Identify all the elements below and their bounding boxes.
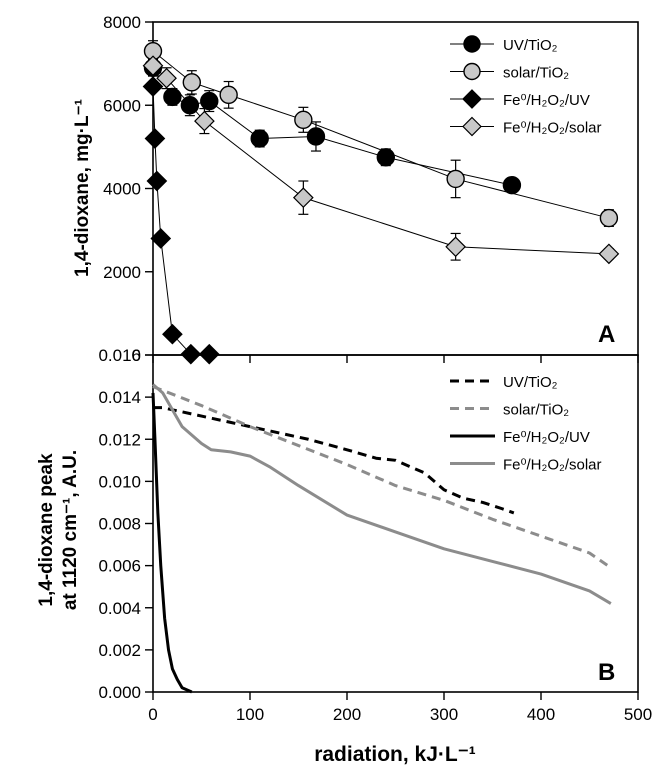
data-point-a-s0 [180, 96, 200, 115]
y-tick-label: 0.014 [98, 388, 141, 407]
y-tick-label: 6000 [103, 96, 141, 115]
y-tick-label: 0.008 [98, 515, 141, 534]
legend-b-label: Fe⁰/H₂O₂/UV [503, 429, 590, 446]
data-point-a-s3 [293, 187, 314, 209]
data-point-a-s2 [144, 128, 166, 149]
y-tick-label: 0.002 [98, 641, 141, 660]
legend-a-label: UV/TiO₂ [503, 37, 558, 54]
legend-a-marker [462, 89, 482, 109]
panel-b-ylabel-line1: 1,4-dioxane peak [36, 453, 57, 607]
panel-a-letter: A [598, 321, 615, 348]
y-tick-label: 0.010 [98, 472, 141, 491]
data-point-a-s1 [182, 73, 202, 92]
legend-a-label: Fe⁰/H₂O₂/solar [503, 120, 602, 137]
data-point-a-s3 [445, 236, 466, 258]
series-b-line-1 [152, 385, 612, 569]
data-point-a-s1 [446, 169, 465, 189]
panel-b-plot-area [151, 383, 612, 694]
legend-b-label: solar/TiO₂ [503, 402, 569, 419]
legend-a-label: Fe⁰/H₂O₂/UV [503, 92, 590, 109]
x-tick-label: 400 [527, 705, 555, 724]
panel-a-ylabel: 1,4-dioxane, mg·L⁻¹ [72, 99, 93, 277]
data-point-a-s0 [502, 175, 522, 195]
shared-xlabel: radiation, kJ·L⁻¹ [314, 743, 476, 766]
panel-b-legend: UV/TiO₂ solar/TiO₂ Fe⁰/H₂O₂/UV Fe⁰/H₂O₂/sol… [450, 374, 602, 474]
y-tick-label: 0 [132, 346, 141, 365]
data-point-a-s3 [194, 110, 215, 132]
legend-a-label: solar/TiO₂ [503, 65, 569, 82]
y-tick-label: 4000 [103, 180, 141, 199]
series-b-line-3 [152, 383, 612, 605]
data-point-a-s3 [598, 243, 620, 265]
panel-a-legend: UV/TiO₂ solar/TiO₂ Fe⁰/H₂O₂/UV Fe⁰/H₂O₂/sol… [450, 35, 602, 137]
data-point-a-s2 [150, 228, 172, 249]
data-point-a-s2 [146, 170, 168, 192]
x-tick-label: 300 [430, 705, 458, 724]
data-point-a-s0 [250, 129, 269, 148]
x-tick-label: 100 [236, 705, 264, 724]
y-tick-label: 2000 [103, 263, 141, 282]
y-tick-label: 0.016 [98, 346, 141, 365]
x-tick-label: 0 [148, 705, 157, 724]
data-point-a-s2 [180, 343, 202, 365]
data-point-a-s1 [599, 208, 619, 228]
panel-a-plot-area [142, 40, 620, 365]
panel-b-letter: B [598, 659, 615, 686]
series-b-line-2 [151, 392, 193, 694]
data-point-a-s3 [142, 55, 164, 77]
data-point-a-s0 [163, 87, 182, 107]
series-b-line-0 [153, 406, 515, 515]
data-point-a-s2 [142, 76, 164, 97]
data-point-a-s0 [376, 148, 395, 167]
data-point-a-s2 [162, 323, 183, 345]
y-tick-label: 8000 [103, 13, 141, 32]
legend-a-marker [463, 62, 481, 81]
legend-b-label: UV/TiO₂ [503, 374, 558, 391]
x-tick-label: 500 [624, 705, 652, 724]
y-tick-label: 0.006 [98, 557, 141, 576]
y-tick-label: 0.012 [98, 430, 141, 449]
data-point-a-s1 [219, 85, 238, 105]
legend-a-marker [462, 116, 482, 137]
y-tick-label: 0.004 [98, 599, 141, 618]
axis-ticks: 0 100 200 300 400 500 0 2000 4000 6000 8000 0.000 0.… [98, 13, 652, 724]
legend-a-marker [463, 35, 481, 53]
data-point-a-s3 [156, 67, 177, 89]
x-tick-label: 200 [333, 705, 361, 724]
data-point-a-s0 [200, 91, 219, 111]
y-tick-label: 0.000 [98, 683, 141, 702]
data-point-a-s1 [294, 110, 313, 130]
panel-b-ylabel-line2: at 1120 cm⁻¹, A.U. [60, 450, 81, 610]
data-point-a-s2 [198, 343, 220, 365]
data-point-a-s0 [306, 127, 326, 146]
legend-b-label: Fe⁰/H₂O₂/solar [503, 457, 602, 474]
